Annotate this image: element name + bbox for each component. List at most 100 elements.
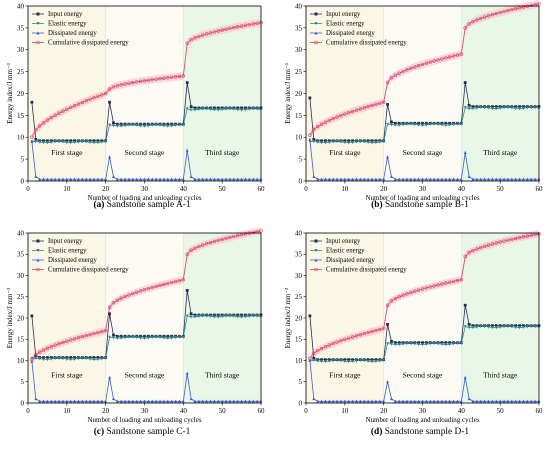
point-cumulative-dissipated-energy xyxy=(69,105,73,110)
point-input-energy xyxy=(139,334,143,338)
point-cumulative-dissipated-energy xyxy=(393,296,398,301)
point-cumulative-dissipated-energy xyxy=(131,80,135,85)
y-tick-label: 5 xyxy=(21,156,25,164)
point-input-energy xyxy=(162,122,166,126)
point-dissipated-energy xyxy=(366,399,370,403)
point-dissipated-energy xyxy=(228,399,232,403)
point-elastic-energy xyxy=(178,123,181,127)
point-dissipated-energy xyxy=(216,177,220,181)
point-input-energy xyxy=(166,122,170,126)
x-tick-label: 20 xyxy=(102,407,110,415)
point-input-energy xyxy=(189,312,193,316)
point-dissipated-energy xyxy=(65,399,69,403)
point-input-energy xyxy=(69,356,73,359)
point-cumulative-dissipated-energy xyxy=(513,236,518,241)
stage-label: First stage xyxy=(329,148,361,157)
point-dissipated-energy xyxy=(479,399,483,403)
legend-entry: Cumulative dissipated energy xyxy=(48,267,129,274)
y-tick-label: 35 xyxy=(295,24,303,32)
point-dissipated-energy xyxy=(119,399,123,403)
point-cumulative-dissipated-energy xyxy=(482,15,487,19)
y-axis-label: Energy index/J mm⁻³ xyxy=(284,63,292,124)
point-dissipated-energy xyxy=(432,399,436,403)
point-elastic-energy xyxy=(197,314,201,319)
point-elastic-energy xyxy=(119,124,123,128)
point-cumulative-dissipated-energy xyxy=(224,27,228,31)
point-cumulative-dissipated-energy xyxy=(331,116,335,121)
point-cumulative-dissipated-energy xyxy=(212,239,217,244)
point-dissipated-energy xyxy=(432,177,436,181)
point-cumulative-dissipated-energy xyxy=(471,248,475,253)
point-dissipated-energy xyxy=(428,399,432,403)
point-dissipated-energy xyxy=(154,399,158,403)
point-dissipated-energy xyxy=(362,177,366,181)
x-axis-label: Number of loading and unloading cycles xyxy=(87,194,201,202)
point-cumulative-dissipated-energy xyxy=(107,87,112,91)
point-dissipated-energy xyxy=(397,399,401,403)
point-dissipated-energy xyxy=(335,177,339,181)
point-elastic-energy xyxy=(498,106,502,110)
point-cumulative-dissipated-energy xyxy=(308,356,312,361)
point-cumulative-dissipated-energy xyxy=(370,329,374,334)
point-input-energy xyxy=(320,358,323,362)
point-dissipated-energy xyxy=(38,177,42,181)
point-elastic-energy xyxy=(131,123,135,127)
point-dissipated-energy xyxy=(522,177,525,181)
point-elastic-energy xyxy=(255,107,259,111)
point-cumulative-dissipated-energy xyxy=(467,22,471,26)
point-input-energy xyxy=(386,322,389,326)
point-elastic-energy xyxy=(244,108,247,112)
y-tick-label: 30 xyxy=(17,272,25,280)
x-tick-label: 40 xyxy=(458,185,466,193)
point-dissipated-energy xyxy=(119,177,123,181)
point-dissipated-energy xyxy=(475,399,479,403)
point-cumulative-dissipated-energy xyxy=(236,25,240,29)
point-elastic-energy xyxy=(77,140,80,144)
point-cumulative-dissipated-energy xyxy=(216,29,220,33)
point-cumulative-dissipated-energy xyxy=(529,3,533,8)
point-elastic-energy xyxy=(119,336,123,340)
point-dissipated-energy xyxy=(374,177,378,181)
y-tick-label: 30 xyxy=(295,46,303,54)
point-elastic-energy xyxy=(240,108,243,112)
x-tick-label: 60 xyxy=(536,407,544,415)
legend-entry: Dissipated energy xyxy=(48,257,97,264)
point-input-energy xyxy=(308,314,312,318)
point-elastic-energy xyxy=(127,335,131,339)
point-cumulative-dissipated-energy xyxy=(420,62,425,67)
point-dissipated-energy xyxy=(308,137,312,141)
point-cumulative-dissipated-energy xyxy=(409,66,413,71)
point-input-energy xyxy=(213,313,216,317)
point-cumulative-dissipated-energy xyxy=(424,286,429,290)
point-cumulative-dissipated-energy xyxy=(358,333,363,337)
point-cumulative-dissipated-energy xyxy=(475,18,479,22)
point-input-energy xyxy=(514,324,518,328)
point-elastic-energy xyxy=(440,342,444,346)
point-elastic-energy xyxy=(131,335,135,339)
point-dissipated-energy xyxy=(386,155,389,159)
panel-caption: (b) Sandstone sample B-1 xyxy=(371,199,469,210)
point-elastic-energy xyxy=(327,359,331,363)
point-dissipated-energy xyxy=(244,399,247,403)
point-elastic-energy xyxy=(232,314,236,318)
point-dissipated-energy xyxy=(100,177,104,181)
point-cumulative-dissipated-energy xyxy=(146,78,151,82)
point-elastic-energy xyxy=(510,325,514,329)
point-dissipated-energy xyxy=(240,177,243,181)
legend-marker xyxy=(314,239,318,243)
point-elastic-energy xyxy=(479,105,483,110)
point-dissipated-energy xyxy=(73,399,76,403)
point-input-energy xyxy=(444,341,448,345)
point-input-energy xyxy=(34,138,38,141)
point-input-energy xyxy=(417,121,421,125)
point-elastic-energy xyxy=(46,141,49,145)
point-elastic-energy xyxy=(413,342,417,346)
point-cumulative-dissipated-energy xyxy=(88,332,92,337)
point-dissipated-energy xyxy=(440,399,444,403)
point-elastic-energy xyxy=(397,123,401,127)
point-cumulative-dissipated-energy xyxy=(251,22,255,26)
point-elastic-energy xyxy=(432,341,436,346)
point-cumulative-dissipated-energy xyxy=(498,10,502,15)
point-dissipated-energy xyxy=(487,177,490,181)
point-elastic-energy xyxy=(417,342,421,347)
